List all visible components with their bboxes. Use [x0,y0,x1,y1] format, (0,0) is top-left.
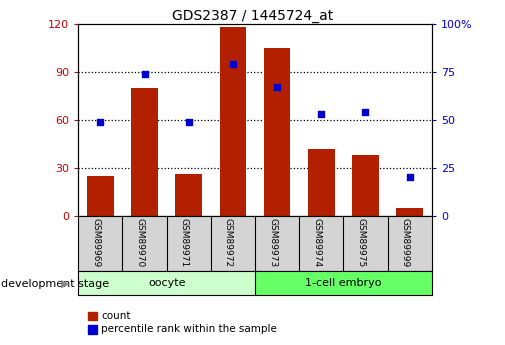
Text: count: count [101,311,130,321]
Point [96,119,105,125]
Text: GSM89975: GSM89975 [357,218,366,268]
Bar [308,149,334,216]
Point [317,111,325,117]
Text: percentile rank within the sample: percentile rank within the sample [101,325,277,334]
Text: 1-cell embryo: 1-cell embryo [305,278,382,288]
FancyBboxPatch shape [255,271,432,295]
Bar [176,174,202,216]
Point [140,71,148,77]
Text: GSM89970: GSM89970 [135,218,144,268]
Text: development stage: development stage [1,279,109,288]
Text: GDS2387 / 1445724_at: GDS2387 / 1445724_at [172,9,333,23]
Text: GSM89999: GSM89999 [400,218,410,268]
Text: GSM89974: GSM89974 [312,218,321,267]
Text: oocyte: oocyte [148,278,185,288]
Point [406,175,414,180]
Bar [131,88,158,216]
Bar [352,155,379,216]
Point [229,62,237,67]
Bar [88,325,97,334]
Text: GSM89971: GSM89971 [180,218,189,268]
Bar [88,312,97,320]
Text: GSM89972: GSM89972 [224,218,233,267]
Point [273,85,281,90]
Point [362,109,370,115]
Bar [264,48,290,216]
Text: GSM89973: GSM89973 [268,218,277,268]
FancyBboxPatch shape [78,271,255,295]
Text: GSM89969: GSM89969 [91,218,100,268]
Text: ▶: ▶ [61,279,70,288]
Point [185,119,193,125]
Bar [396,208,423,216]
Bar [87,176,114,216]
Bar [220,27,246,216]
